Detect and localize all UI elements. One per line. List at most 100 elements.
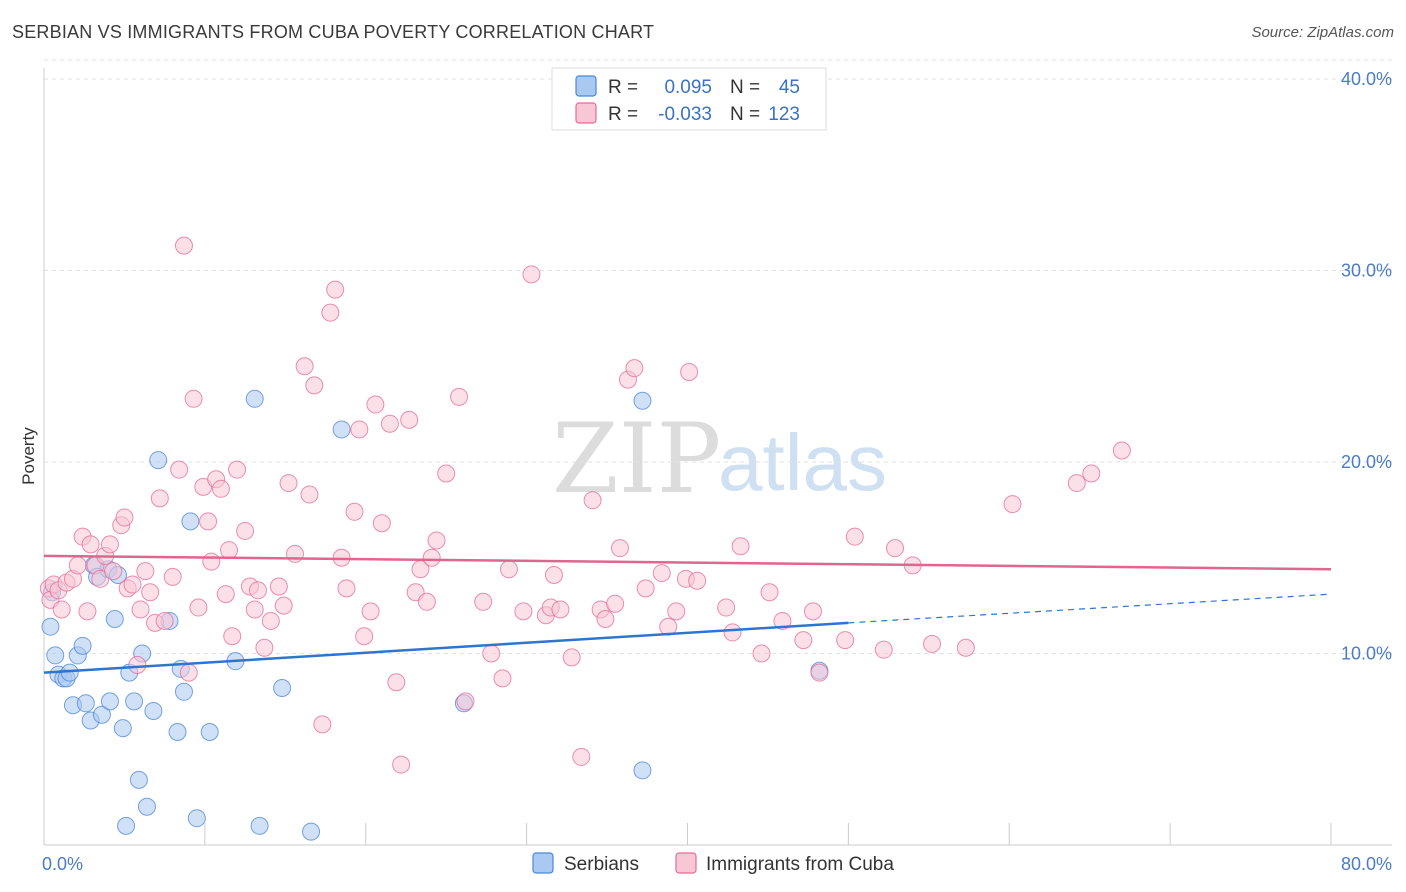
cuba-point-113 (836, 631, 855, 650)
legend-r-label-serbians: R = (608, 77, 638, 98)
serbians-point-38 (273, 678, 292, 697)
cuba-point-53 (300, 485, 319, 504)
chart-title: SERBIAN VS IMMIGRANTS FROM CUBA POVERTY … (12, 22, 655, 42)
cuba-point-90 (583, 491, 602, 510)
cuba-point-9 (78, 602, 97, 621)
watermark: ZIP atlas (552, 403, 887, 515)
legend-swatch-serbians (575, 75, 597, 97)
cuba-point-25 (150, 489, 169, 508)
cuba-point-23 (141, 583, 160, 602)
legend-r-label-cuba: R = (608, 104, 638, 125)
cuba-point-45 (248, 581, 267, 600)
source-label: Source: ZipAtlas.com (1251, 24, 1394, 41)
cuba-point-44 (245, 600, 264, 619)
cuba-point-22 (136, 562, 155, 581)
cuba-point-102 (680, 362, 699, 381)
serbians-point-31 (174, 682, 193, 701)
cuba-point-38 (216, 585, 235, 604)
serbians-point-26 (144, 701, 163, 720)
cuba-point-19 (123, 575, 142, 594)
cuba-point-46 (255, 638, 274, 657)
cuba-point-56 (321, 303, 340, 322)
serbians-point-40 (332, 420, 351, 439)
cuba-point-34 (199, 512, 218, 531)
watermark-zip: ZIP (552, 403, 721, 515)
legend-n-label-cuba: N = (730, 104, 760, 125)
cuba-point-110 (794, 631, 813, 650)
cuba-point-76 (450, 387, 469, 406)
legend-r-value-serbians: 0.095 (664, 77, 712, 98)
cuba-point-31 (184, 389, 203, 408)
serbians-point-22 (125, 692, 144, 711)
cuba-point-89 (572, 747, 591, 766)
cuba-point-123 (1112, 441, 1131, 460)
cuba-point-93 (606, 594, 625, 613)
x-tick-label-min: 0.0% (42, 854, 83, 874)
cuba-point-17 (115, 508, 134, 527)
cuba-point-73 (422, 548, 441, 567)
cuba-point-75 (437, 464, 456, 483)
y-tick-label-40: 40.0% (1341, 69, 1392, 89)
cuba-point-65 (372, 514, 391, 533)
gridlines (44, 59, 1392, 654)
serbians-point-42 (633, 391, 652, 410)
cuba-point-100 (667, 602, 686, 621)
serbians-point-23 (129, 770, 148, 789)
cuba-point-27 (163, 567, 182, 586)
series-cuba-points (39, 236, 1131, 774)
cuba-point-62 (355, 627, 374, 646)
cuba-point-121 (1067, 474, 1086, 493)
cuba-point-83 (522, 265, 541, 284)
cuba-point-81 (499, 560, 518, 579)
x-tick-label-max: 80.0% (1341, 854, 1392, 874)
cuba-point-37 (211, 479, 230, 498)
cuba-point-118 (923, 634, 942, 653)
cuba-point-64 (366, 395, 385, 414)
serbians-point-32 (181, 512, 200, 531)
legend-n-value-cuba: 123 (768, 104, 800, 125)
watermark-atlas: atlas (718, 418, 887, 507)
cuba-point-112 (810, 663, 829, 682)
legend-box (551, 67, 827, 131)
trend-serbians-extension (848, 593, 1332, 624)
serbians-point-34 (200, 723, 219, 742)
cuba-point-59 (337, 579, 356, 598)
legend-n-label-serbians: N = (730, 77, 760, 98)
serbians-point-2 (46, 646, 65, 665)
series-legend: Serbians Immigrants from Cuba (532, 852, 894, 875)
cuba-point-57 (326, 280, 345, 299)
cuba-point-32 (189, 598, 208, 617)
cuba-point-77 (456, 692, 475, 711)
cuba-point-14 (100, 535, 119, 554)
legend-swatch-cuba (575, 102, 597, 124)
cuba-point-7 (68, 556, 87, 575)
serbians-point-27 (149, 451, 168, 470)
cuba-point-116 (886, 539, 905, 558)
cuba-point-30 (179, 663, 198, 682)
serbians-point-36 (245, 389, 264, 408)
cuba-point-78 (474, 592, 493, 611)
cuba-point-41 (228, 460, 247, 479)
y-axis-label: Poverty (19, 427, 38, 485)
cuba-point-68 (392, 755, 411, 774)
trend-lines (43, 554, 1332, 674)
cuba-point-40 (223, 627, 242, 646)
cuba-point-67 (387, 673, 406, 692)
legend-r-value-cuba: -0.033 (658, 104, 712, 125)
serbians-point-17 (105, 610, 124, 629)
serbians-point-9 (73, 636, 92, 655)
cuba-point-80 (493, 669, 512, 688)
cuba-point-28 (170, 460, 189, 479)
y-tick-label-10: 10.0% (1341, 644, 1392, 664)
cuba-point-98 (652, 564, 671, 583)
cuba-point-82 (514, 602, 533, 621)
cuba-point-115 (874, 640, 893, 659)
cuba-point-114 (845, 527, 864, 546)
serbians-point-25 (137, 797, 156, 816)
cuba-point-60 (345, 502, 364, 521)
cuba-point-104 (717, 598, 736, 617)
cuba-point-47 (261, 611, 280, 630)
cuba-point-96 (625, 359, 644, 378)
cuba-point-105 (723, 623, 742, 642)
cuba-point-111 (803, 602, 822, 621)
